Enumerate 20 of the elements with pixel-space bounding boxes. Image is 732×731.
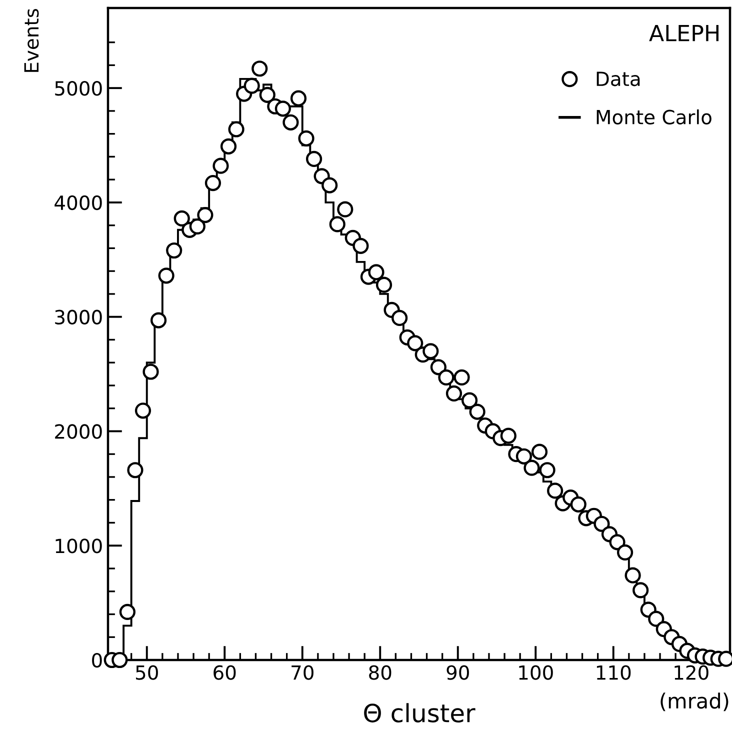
- x-tick-label: 50: [136, 665, 158, 680]
- text: (mrad): [660, 692, 728, 712]
- x-tick-label: 120: [674, 665, 708, 680]
- y-tick-label: 4000: [54, 195, 102, 210]
- y-axis-title: Events: [24, 8, 39, 72]
- y-tick-label: 2000: [55, 424, 102, 439]
- x-tick-label: 70: [292, 665, 314, 680]
- y-tick-label: 3000: [55, 310, 102, 325]
- x-tick-label: 60: [214, 665, 236, 680]
- x-tick-label: 80: [369, 665, 392, 680]
- x-tick-label: 90: [446, 665, 469, 680]
- x-axis-title: Θ cluster: [364, 703, 476, 722]
- legend-label: Data: [596, 72, 640, 86]
- x-tick-label: 110: [596, 665, 631, 680]
- x-tick-label: 100: [519, 665, 553, 680]
- annotation: ALEPH: [649, 24, 718, 42]
- y-tick-label: 0: [92, 652, 102, 668]
- legend-label: Monte Carlo: [596, 109, 712, 124]
- y-tick-label: 1000: [56, 538, 102, 554]
- y-tick-label: 5000: [55, 81, 102, 96]
